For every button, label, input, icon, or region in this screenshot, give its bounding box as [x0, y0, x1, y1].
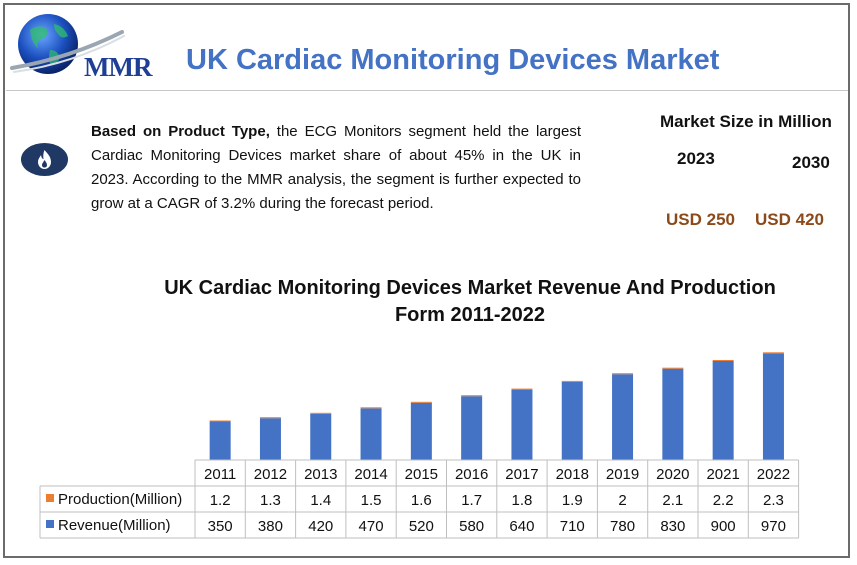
- year-label-2018: 2018: [556, 466, 589, 483]
- production-value-2019: 2: [618, 492, 626, 509]
- description-text: the ECG Monitors segment held the larges…: [91, 123, 581, 212]
- production-bar-2017: [511, 388, 533, 390]
- revenue-value-2012: 380: [258, 518, 283, 535]
- year-label-2022: 2022: [757, 466, 790, 483]
- production-bar-2011: [209, 420, 231, 422]
- revenue-value-2022: 970: [761, 518, 786, 535]
- globe-icon: [10, 14, 125, 74]
- market-value-start: USD 250: [666, 210, 735, 229]
- production-bar-2021: [712, 360, 734, 361]
- year-label-2011: 2011: [204, 466, 236, 483]
- year-label-2012: 2012: [254, 466, 287, 483]
- revenue-value-2014: 470: [359, 518, 384, 535]
- revenue-value-2017: 640: [509, 518, 534, 535]
- revenue-bar-2018: [561, 381, 583, 460]
- production-bar-2020: [662, 367, 684, 369]
- revenue-bar-2016: [461, 396, 483, 460]
- market-value-end: USD 420: [755, 210, 824, 229]
- flame-icon: [38, 150, 51, 169]
- header-divider: [6, 90, 848, 91]
- year-label-2020: 2020: [656, 466, 689, 483]
- year-label-2015: 2015: [405, 466, 438, 483]
- production-value-2017: 1.8: [512, 492, 533, 509]
- production-value-2012: 1.3: [260, 492, 281, 509]
- production-value-2021: 2.2: [713, 492, 734, 509]
- year-label-2019: 2019: [606, 466, 639, 483]
- description-lead: Based on Product Type,: [91, 123, 270, 140]
- production-bar-2012: [259, 417, 281, 419]
- revenue-bar-2020: [662, 368, 684, 460]
- production-value-2016: 1.7: [461, 492, 482, 509]
- revenue-bar-2012: [259, 418, 281, 460]
- outer-frame: [3, 3, 850, 558]
- production-value-2013: 1.4: [310, 492, 331, 509]
- production-bar-2018: [561, 380, 583, 382]
- revenue-bar-2019: [612, 374, 634, 460]
- revenue-bar-2015: [410, 402, 432, 460]
- production-bar-2022: [762, 352, 784, 354]
- revenue-value-2016: 580: [459, 518, 484, 535]
- revenue-value-2020: 830: [660, 518, 685, 535]
- chart-title: UK Cardiac Monitoring Devices Market Rev…: [164, 277, 776, 326]
- revenue-value-2013: 420: [308, 518, 333, 535]
- production-value-2020: 2.1: [662, 492, 683, 509]
- production-value-2022: 2.3: [763, 492, 784, 509]
- year-label-2021: 2021: [706, 466, 739, 483]
- revenue-value-2011: 350: [208, 518, 233, 535]
- revenue-value-2021: 900: [711, 518, 736, 535]
- year-label-2016: 2016: [455, 466, 488, 483]
- revenue-bar-2013: [310, 413, 332, 460]
- production-bar-2019: [612, 373, 634, 375]
- mmr-logo: MMR: [10, 10, 160, 82]
- production-value-2011: 1.2: [210, 492, 231, 509]
- production-value-2014: 1.5: [361, 492, 382, 509]
- revenue-value-2018: 710: [560, 518, 585, 535]
- legend-label-revenue: Revenue(Million): [58, 517, 171, 534]
- revenue-value-2019: 780: [610, 518, 635, 535]
- revenue-bar-2011: [209, 421, 231, 460]
- production-bar-2014: [360, 407, 382, 409]
- production-bar-2016: [461, 395, 483, 397]
- page-title: UK Cardiac Monitoring Devices Market: [186, 44, 720, 76]
- year-label-2013: 2013: [304, 466, 337, 483]
- year-label-2017: 2017: [505, 466, 538, 483]
- year-label-2014: 2014: [354, 466, 387, 483]
- legend-key-production: [46, 494, 54, 502]
- logo-text: MMR: [84, 52, 152, 82]
- segment-description: Based on Product Type, the ECG Monitors …: [91, 120, 581, 216]
- legend-label-production: Production(Million): [58, 491, 182, 508]
- revenue-value-2015: 520: [409, 518, 434, 535]
- market-year-end: 2030: [792, 153, 830, 172]
- revenue-bar-2014: [360, 408, 382, 460]
- revenue-bar-2022: [762, 353, 784, 460]
- market-year-start: 2023: [677, 149, 715, 168]
- production-value-2015: 1.6: [411, 492, 432, 509]
- revenue-bar-2021: [712, 361, 734, 460]
- revenue-bar-2017: [511, 389, 533, 460]
- flame-badge: [21, 143, 68, 176]
- production-bar-2013: [310, 412, 332, 414]
- production-value-2018: 1.9: [562, 492, 583, 509]
- market-size-title: Market Size in Million: [660, 112, 832, 131]
- production-bar-2015: [410, 401, 432, 403]
- legend-key-revenue: [46, 520, 54, 528]
